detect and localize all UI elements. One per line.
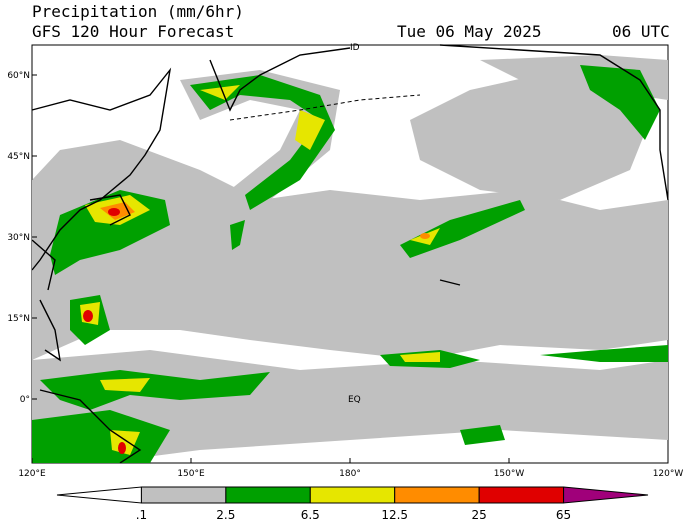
date: Tue 06 May 2025 (397, 22, 542, 41)
lon-label: 180° (339, 469, 361, 479)
colorbar-segment (309, 486, 396, 504)
coastlines (31, 44, 669, 464)
colorbar-segment (225, 486, 311, 504)
colorbar-label: 65 (556, 508, 571, 522)
lon-label: 150°E (177, 469, 205, 479)
colorbar-label: 25 (472, 508, 487, 522)
lat-label: 30°N (7, 233, 30, 243)
colorbar-segment (394, 486, 480, 504)
colorbar-segment (56, 486, 142, 504)
colorbar-label: 12.5 (381, 508, 408, 522)
colorbar-segment (140, 486, 227, 504)
colorbar-label: 6.5 (301, 508, 320, 522)
subtitle: GFS 120 Hour Forecast (32, 22, 235, 41)
axes: 60°N 45°N 30°N 15°N 0° 120°E 150°E 180° 150°W 120… (7, 71, 683, 479)
lon-label: 120°E (18, 469, 46, 479)
title: Precipitation (mm/6hr) (32, 2, 244, 21)
lat-label: 60°N (7, 71, 30, 81)
colorbar-label: 2.5 (216, 508, 235, 522)
marker: EQ (348, 395, 361, 405)
colorbar-segment (563, 486, 649, 504)
lat-label: 45°N (7, 152, 30, 162)
dateline (229, 94, 421, 121)
lat-label: 0° (20, 395, 30, 405)
precip-moderate (32, 65, 668, 463)
lat-label: 15°N (7, 314, 30, 324)
lon-label: 120°W (653, 469, 684, 479)
colorbar-label: .1 (136, 508, 147, 522)
colorbar-segment (478, 486, 565, 504)
lon-label: 150°W (494, 469, 525, 479)
time: 06 UTC (612, 22, 670, 41)
marker: ID (350, 43, 360, 53)
colorbar: .1 2.5 6.5 12.5 25 65 (56, 486, 649, 522)
